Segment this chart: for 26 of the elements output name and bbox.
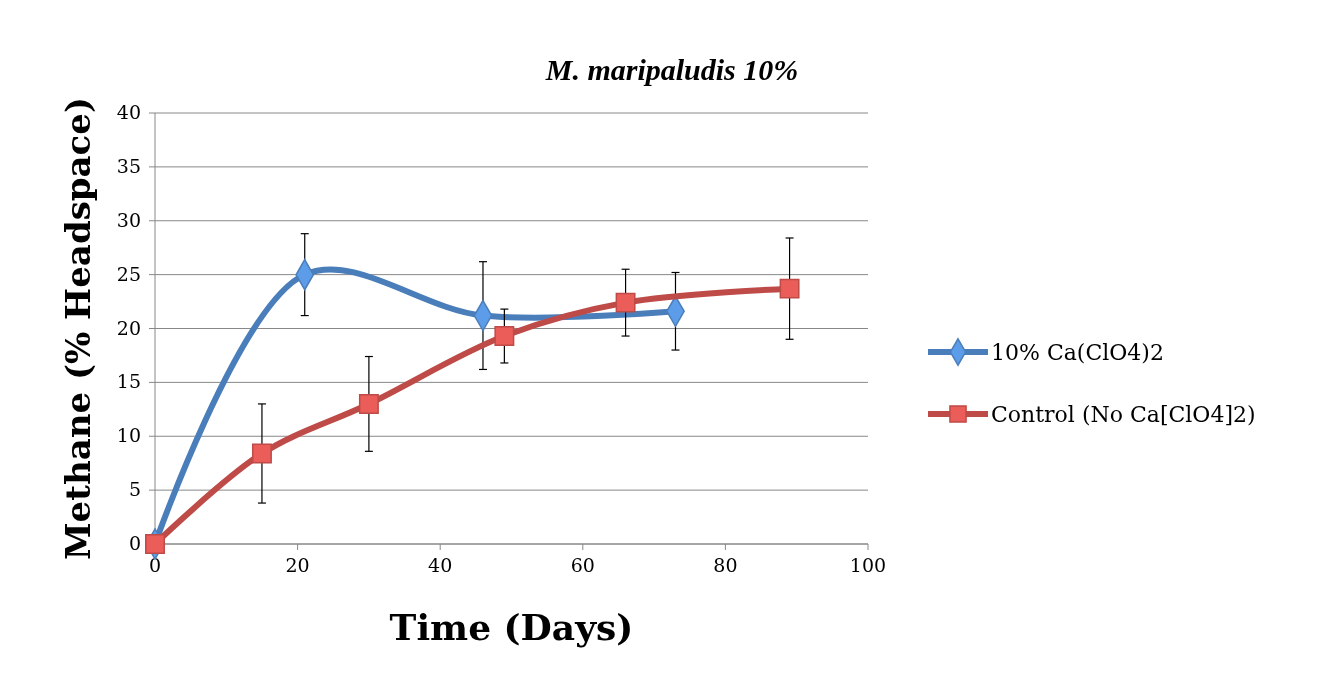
y-tick-label: 5 bbox=[128, 478, 141, 501]
y-tick-label: 15 bbox=[116, 370, 141, 393]
y-tick-label: 40 bbox=[116, 101, 141, 123]
y-tick-label: 30 bbox=[116, 208, 141, 231]
y-tick-label: 20 bbox=[116, 316, 141, 339]
y-tick-label: 0 bbox=[128, 532, 141, 554]
x-tick-label: 80 bbox=[713, 554, 738, 576]
legend-label: Control (No Ca[ClO4]2) bbox=[991, 402, 1256, 427]
y-tick-label: 10 bbox=[116, 424, 141, 447]
y-tick-label: 35 bbox=[116, 154, 141, 177]
point bbox=[494, 326, 515, 347]
y-axis-title: Methane (% Headspace) bbox=[58, 96, 98, 561]
point bbox=[779, 278, 800, 299]
x-tick-label: 40 bbox=[428, 554, 453, 576]
point bbox=[145, 534, 165, 554]
legend-label: 10% Ca(ClO4)2 bbox=[991, 340, 1164, 365]
point bbox=[615, 292, 636, 313]
x-axis-title: Time (Days) bbox=[389, 606, 634, 648]
y-tick-label: 25 bbox=[116, 262, 141, 285]
point bbox=[251, 443, 272, 464]
chart-title: M. maripaludis 10% bbox=[544, 53, 799, 86]
x-tick-label: 0 bbox=[148, 554, 162, 576]
point bbox=[358, 393, 379, 414]
x-tick-label: 100 bbox=[849, 554, 887, 576]
x-tick-label: 20 bbox=[285, 554, 310, 576]
x-tick-label: 60 bbox=[570, 554, 595, 576]
